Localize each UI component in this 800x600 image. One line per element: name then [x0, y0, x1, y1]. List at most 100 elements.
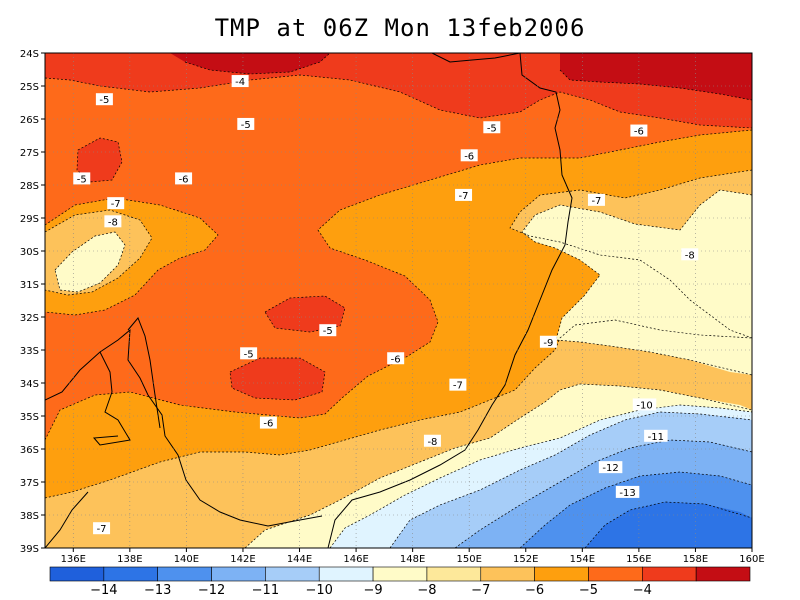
colorbar-label: −14 [90, 583, 117, 598]
lon-tick-label: 148E [400, 554, 425, 565]
contour-label-box [449, 378, 467, 391]
lat-tick-label: 31S [20, 280, 39, 291]
west-cold-minus9 [55, 232, 125, 292]
contour-label: -6 [391, 354, 401, 365]
colorbar-swatch [534, 566, 589, 582]
contour-label-box [387, 352, 405, 365]
contour-label-box [615, 485, 640, 498]
lat-tick-label: 27S [20, 148, 39, 159]
lat-tick-label: 37S [20, 478, 39, 489]
contour-label-box [237, 117, 255, 130]
longitude-axis: 136E 138E 140E 142E 144E 146E 148E 150E 152E 154E… [61, 548, 765, 565]
lat-tick-label: 35S [20, 412, 39, 423]
contour-label-box [231, 75, 249, 88]
colorbar-swatch [103, 566, 158, 582]
contour-label-box [644, 429, 668, 442]
lon-tick-label: 156E [626, 554, 651, 565]
contour-label: -7 [591, 196, 601, 207]
lon-tick-label: 150E [456, 554, 481, 565]
colorbar-swatch [695, 566, 751, 582]
grid-lines [45, 53, 752, 548]
lat-tick-label: 26S [20, 115, 39, 126]
coastline [45, 53, 573, 548]
lon-tick-label: 136E [61, 554, 86, 565]
contour-label: -7 [459, 191, 469, 202]
map-title: TMP at 06Z Mon 13feb2006 [214, 14, 586, 42]
contour-label-box [587, 193, 605, 206]
colorbar-label: −5 [579, 583, 598, 598]
contour-label-box [259, 416, 277, 429]
contour-label-box [630, 124, 648, 137]
lat-tick-label: 38S [20, 511, 39, 522]
contour-label: -5 [244, 349, 254, 360]
colorbar-label: −13 [144, 583, 171, 598]
lat-tick-label: 30S [20, 247, 39, 258]
latitude-axis: 24S 25S 26S 27S 28S 29S 30S 31S 32S 33S 34S 35S 36S 3… [20, 49, 45, 555]
contour-label-box [107, 197, 125, 210]
contour-label: -4 [235, 77, 245, 88]
contour-label-box [319, 324, 337, 337]
lon-tick-label: 158E [683, 554, 708, 565]
contour-label-box [460, 149, 478, 162]
contour-label: -13 [619, 488, 635, 499]
contour-label: -7 [97, 524, 107, 535]
warm-northeast [560, 53, 752, 100]
colorbar-swatch [318, 566, 374, 582]
colorbar-label: −12 [198, 583, 225, 598]
warm-center-south [230, 358, 325, 400]
colorbar-swatch [588, 566, 643, 582]
contour-label: -6 [464, 151, 474, 162]
colorbar-label: −11 [252, 583, 279, 598]
colorbar-swatch [480, 566, 535, 582]
warm-center [265, 296, 345, 332]
lon-tick-label: 152E [513, 554, 538, 565]
colorbar-swatch [642, 566, 697, 582]
contour-label: -6 [263, 419, 273, 430]
contour-label-box [632, 398, 657, 411]
lat-tick-label: 28S [20, 181, 39, 192]
contour-label: -5 [99, 95, 109, 106]
contour-label-box [104, 215, 122, 228]
colorbar: −14 −13 −12 −11 −10 −9 −8 −7 −6 −5 −4 [49, 566, 751, 598]
plot-frame [44, 52, 753, 549]
lon-tick-label: 160E [739, 554, 764, 565]
contour-label: -8 [685, 250, 695, 261]
contour-label-box [455, 188, 473, 201]
colorbar-label: −4 [633, 583, 652, 598]
contour-label-box [93, 522, 111, 535]
band-minus9-north [522, 190, 752, 375]
warm-north-center [170, 53, 330, 74]
contour-label-box [423, 434, 441, 447]
warm-west [77, 138, 122, 182]
colorbar-label: −10 [306, 583, 333, 598]
contour-label-box [240, 347, 258, 360]
contour-label-box [681, 248, 699, 261]
lon-tick-label: 144E [287, 554, 312, 565]
contour-label-box [95, 93, 113, 106]
contour-label: -9 [543, 338, 553, 349]
colorbar-swatch [265, 566, 320, 582]
lon-tick-label: 138E [117, 554, 142, 565]
contour-label: -7 [111, 199, 121, 210]
contour-label: -12 [602, 463, 618, 474]
colorbar-label: −6 [525, 583, 544, 598]
contour-label-box [598, 461, 623, 474]
contour-value-labels: -4 -5 -5 -5 -6 -6 -5 -6 -7 -7 -7 -8 -8 -5 -5 -6 -9 -7 -6 -1… [73, 75, 699, 535]
colorbar-label: −9 [363, 583, 382, 598]
lat-tick-label: 32S [20, 313, 39, 324]
lat-tick-label: 24S [20, 49, 39, 60]
contour-label: -7 [453, 381, 463, 392]
contour-label: -5 [77, 174, 87, 185]
colorbar-swatch [372, 566, 428, 582]
band-minus14 [585, 502, 752, 548]
contour-label: -6 [179, 174, 189, 185]
contour-label: -6 [634, 127, 644, 138]
lat-tick-label: 36S [20, 445, 39, 456]
lon-tick-label: 142E [230, 554, 255, 565]
lat-tick-label: 25S [20, 82, 39, 93]
lat-tick-label: 34S [20, 379, 39, 390]
contour-label: -10 [636, 400, 652, 411]
colorbar-swatch [49, 566, 105, 582]
contour-label-box [483, 121, 501, 134]
